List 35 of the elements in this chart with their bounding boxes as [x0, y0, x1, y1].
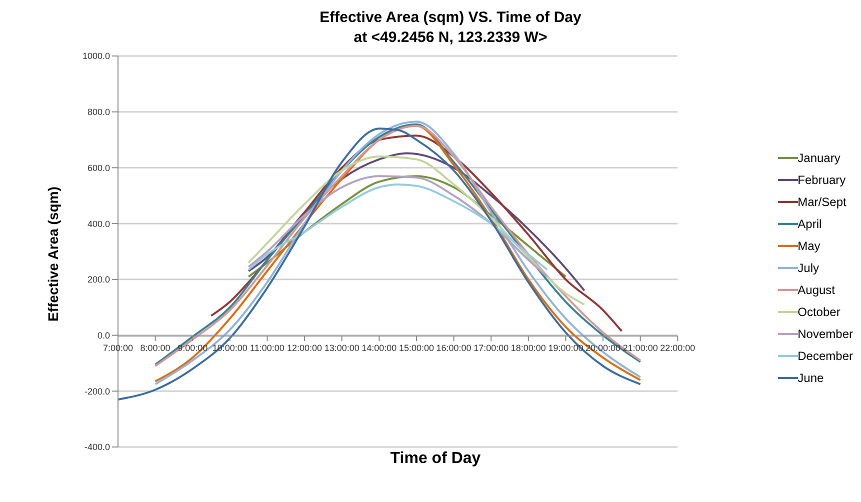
x-tick-label: 14:00:00: [362, 343, 397, 353]
legend-label: August: [798, 282, 835, 299]
legend-label: May: [798, 238, 820, 255]
legend-label: July: [798, 260, 819, 277]
x-tick-label: 21:00:00: [622, 343, 658, 353]
y-tick-label: 0.0: [97, 330, 110, 340]
legend-label: June: [798, 370, 824, 387]
x-tick-label: 8:00:00: [140, 343, 170, 353]
x-tick-label: 12:00:00: [287, 343, 322, 353]
x-tick-label: 22:00:00: [660, 343, 696, 353]
line-series: [210, 134, 623, 332]
x-tick-label: 17:00:00: [474, 343, 509, 353]
y-tick-label: -400.0: [84, 442, 110, 452]
y-tick-label: 600.0: [87, 162, 110, 173]
legend-label: January: [798, 150, 840, 167]
y-tick-label: 400.0: [87, 218, 110, 229]
legend-label: October: [798, 304, 840, 321]
chart-subtitle: at <49.2456 N, 123.2339 W>: [352, 28, 548, 48]
chart-title: Effective Area (sqm) VS. Time of Day: [318, 8, 582, 28]
x-tick-label: 16:00:00: [436, 343, 472, 353]
y-axis-title: Effective Area (sqm): [44, 186, 61, 322]
y-tick-label: 1000.0: [82, 51, 110, 62]
x-tick-label: 11:00:00: [250, 343, 284, 353]
x-tick-label: 18:00:00: [510, 343, 546, 353]
x-axis-title: Time of Day: [389, 450, 482, 468]
legend-label: December: [798, 348, 853, 365]
legend-label: November: [798, 326, 853, 343]
legend-label: Mar/Sept: [798, 194, 846, 211]
legend-label: April: [798, 216, 822, 233]
y-tick-label: -200.0: [84, 386, 110, 396]
x-tick-label: 15:00:00: [398, 343, 434, 353]
y-tick-label: 800.0: [87, 107, 110, 118]
y-tick-label: 200.0: [87, 274, 110, 285]
x-tick-label: 13:00:00: [324, 343, 360, 353]
legend-label: February: [798, 172, 846, 189]
